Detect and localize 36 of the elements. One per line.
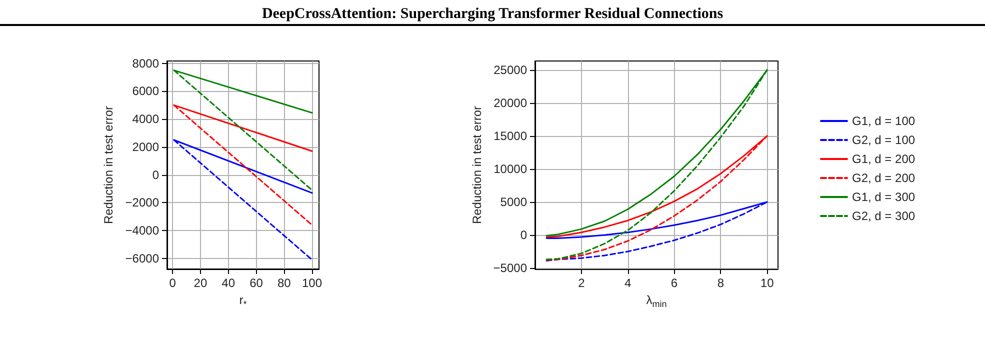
y-tick-label: 25000 [494, 62, 528, 77]
x-tick-label: 6 [670, 276, 678, 290]
text: DeepCrossAttention: Supercharging Transformer Residual Connections [0, 0, 985, 26]
y-tick-label: 2000 [132, 140, 160, 154]
y-tick-label: 20000 [494, 96, 528, 110]
x-tick-label: 100 [302, 276, 322, 290]
y-tick-label: 5000 [500, 195, 528, 209]
y-tick-label: 0 [520, 228, 528, 242]
x-tick-label: 40 [222, 276, 236, 290]
y-tick-label: 4000 [132, 112, 160, 126]
x-tick-label: 2 [578, 276, 586, 290]
y-tick-label: 8000 [132, 56, 160, 70]
y-tick-label: 15000 [494, 128, 528, 143]
y-axis-title: Reduction in test error [101, 106, 116, 224]
legend-label: G1, d = 200 [852, 152, 916, 166]
x-tick-label: 10 [760, 276, 774, 290]
legend-label: G2, d = 100 [852, 133, 916, 147]
y-tick-label: 10000 [494, 162, 528, 176]
y-tick-label: 0 [152, 168, 160, 182]
x-tick-label: 4 [624, 276, 632, 290]
legend-label: G2, d = 200 [852, 171, 916, 185]
x-tick-label: 60 [250, 276, 264, 290]
legend-label: G1, d = 300 [852, 190, 916, 204]
x-tick-label: 80 [277, 276, 292, 290]
legend-label: G1, d = 100 [852, 114, 916, 128]
y-tick-label: −6000 [125, 251, 160, 266]
x-tick-label: 20 [194, 276, 208, 290]
legend-label: G2, d = 300 [852, 209, 916, 223]
y-tick-label: −4000 [125, 224, 160, 238]
y-tick-label: 6000 [132, 84, 160, 98]
x-axis-title: r* [239, 292, 248, 309]
y-tick-label: −2000 [125, 196, 160, 210]
y-tick-label: −5000 [493, 261, 528, 276]
y-axis-title: Reduction in test error [470, 106, 484, 224]
x-tick-label: 8 [717, 276, 724, 290]
x-tick-label: 0 [169, 276, 176, 290]
